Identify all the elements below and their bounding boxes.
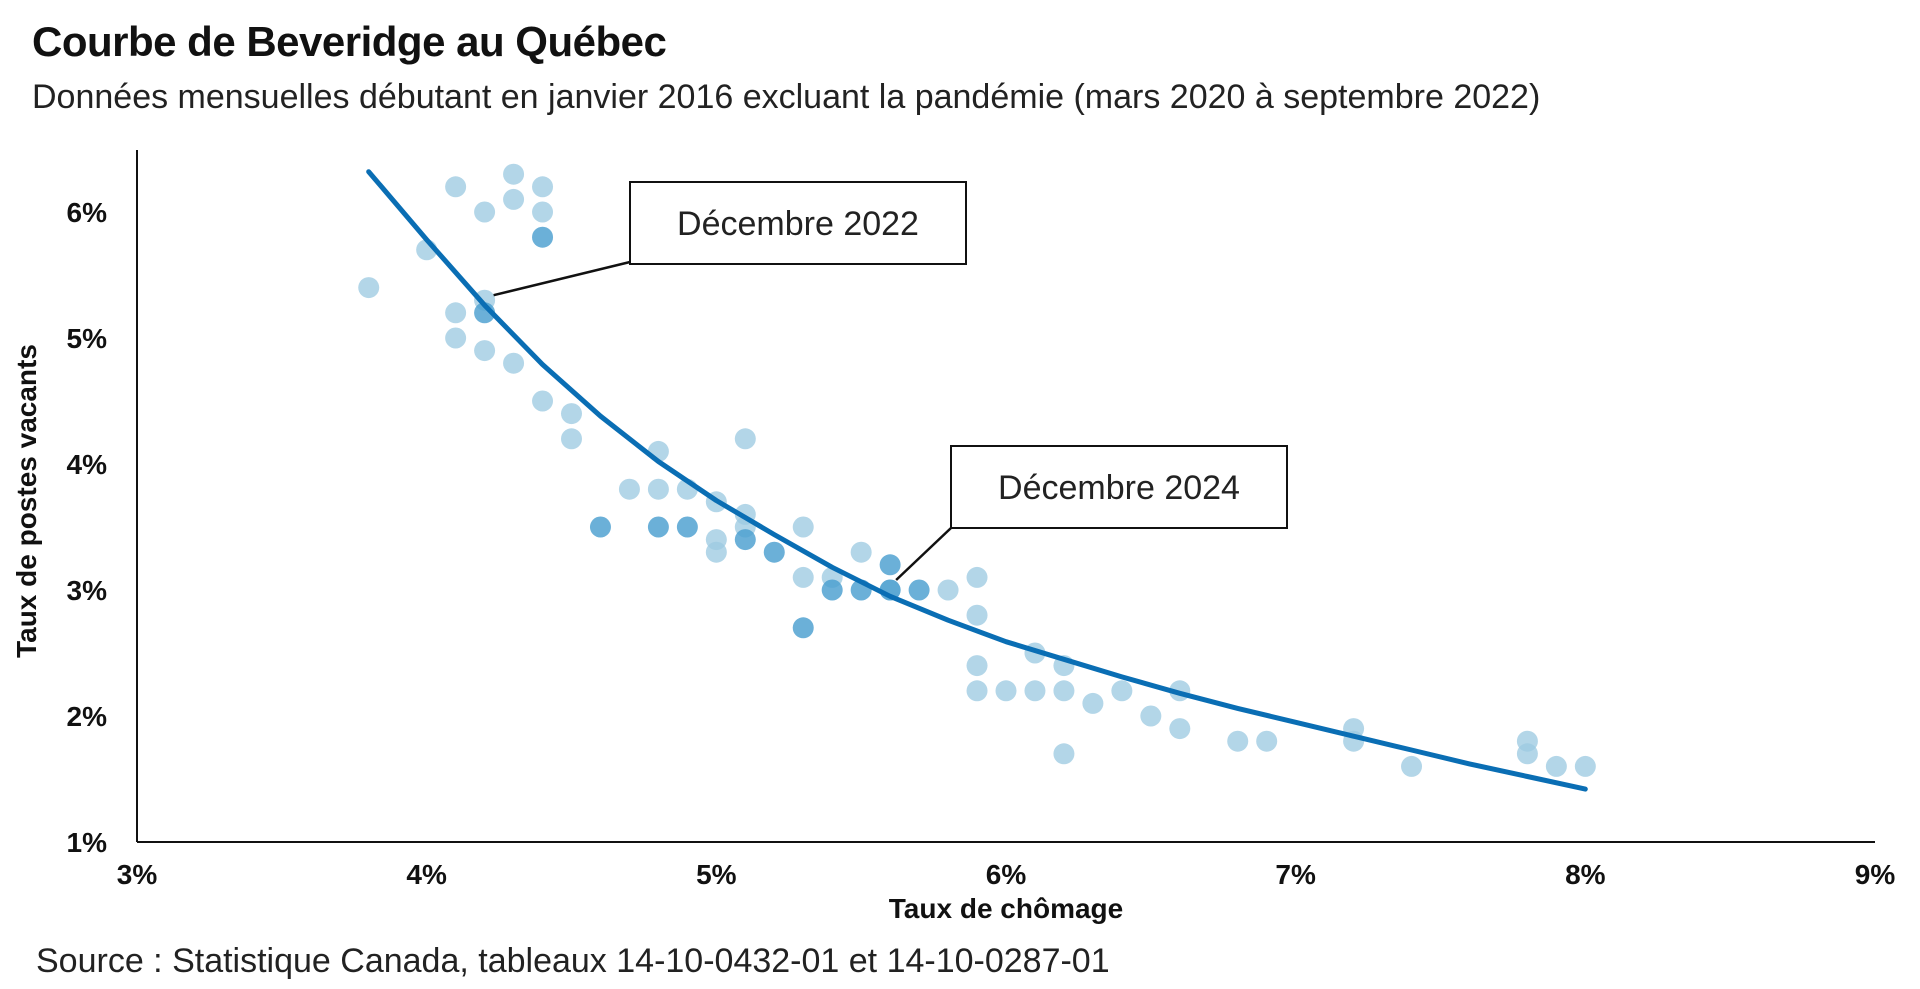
data-point-before [1574,755,1596,777]
x-tick-label: 6% [986,859,1027,890]
x-tick-label: 4% [406,859,447,890]
data-point-before [937,579,959,601]
x-tick-label: 7% [1275,859,1316,890]
x-axis-label: Taux de chômage [889,893,1123,924]
data-point-before [705,541,727,563]
data-point-before [966,604,988,626]
callout-box [950,445,1288,529]
y-tick-label: 2% [67,701,108,732]
x-tick-label: 8% [1565,859,1606,890]
data-point-before [966,655,988,677]
data-point-before [1516,743,1538,765]
data-point-before [1140,705,1162,727]
axes [136,150,1875,843]
y-tick-label: 3% [67,575,108,606]
chart-title: Courbe de Beveridge au Québec [32,18,667,65]
data-point-after [532,226,554,248]
data-point-before [474,201,496,223]
data-point-before [1401,755,1423,777]
data-point-before [474,340,496,362]
y-tick-label: 4% [67,449,108,480]
scatter-points [358,163,1596,777]
data-point-before [561,428,582,450]
callout-leader-line [895,527,952,581]
data-point-before [966,680,988,702]
data-point-before [966,566,988,588]
callout-text: Décembre 2022 [677,205,919,243]
data-point-before [503,163,525,185]
chart-subtitle: Données mensuelles débutant en janvier 2… [32,78,1541,116]
data-point-before [618,478,640,500]
data-point-before [1169,718,1191,740]
data-point-before [1256,730,1278,752]
data-point-before [1024,680,1046,702]
data-point-after [647,516,669,538]
callout-text: Décembre 2024 [998,469,1240,507]
trend-curve [366,169,1588,792]
data-point-before [1111,680,1133,702]
data-point-after [734,529,756,551]
data-point-before [1227,730,1249,752]
data-point-before [358,277,380,299]
source-note: Source : Statistique Canada, tableaux 14… [36,942,1110,980]
data-point-before [1082,692,1104,714]
callout-leader-line [493,260,631,297]
data-point-before [561,403,582,425]
callouts: Décembre 2022 Décembre 2024 [493,181,1288,581]
data-point-before [503,352,525,374]
data-point-after [908,579,930,601]
data-point-after [879,554,901,576]
data-point-before [445,302,467,324]
data-point-after [821,579,843,601]
data-point-before [445,327,467,349]
data-point-after [589,516,611,538]
data-point-before [532,201,554,223]
x-tick-label: 9% [1855,859,1896,890]
data-point-after [792,617,814,639]
data-point-after [763,541,785,563]
y-tick-label: 1% [67,827,108,858]
data-point-before [792,516,814,538]
y-axis-label: Taux de postes vacants [11,344,42,658]
trend-curve-layer [366,169,1588,792]
x-tick-label: 5% [696,859,737,890]
data-point-before [1545,755,1567,777]
data-point-before [1053,743,1075,765]
data-point-before [445,176,467,198]
callout-box [629,181,967,265]
data-point-before [734,428,756,450]
data-point-before [995,680,1017,702]
tick-labels: 3% 4% 5% 6% 7% 8% 9% 1% 2% 3% 4% 5% 6% [67,197,1896,890]
callout-1: Décembre 2022 [493,181,967,297]
y-tick-label: 5% [67,323,108,354]
y-tick-label: 6% [67,197,108,228]
data-point-before [792,566,814,588]
callout-2: Décembre 2024 [895,445,1288,581]
data-point-before [503,188,525,210]
data-point-before [532,390,554,412]
data-point-before [532,176,554,198]
data-point-before [647,478,669,500]
data-point-after [676,516,698,538]
data-point-before [1053,680,1075,702]
data-point-before [850,541,872,563]
x-tick-label: 3% [117,859,158,890]
